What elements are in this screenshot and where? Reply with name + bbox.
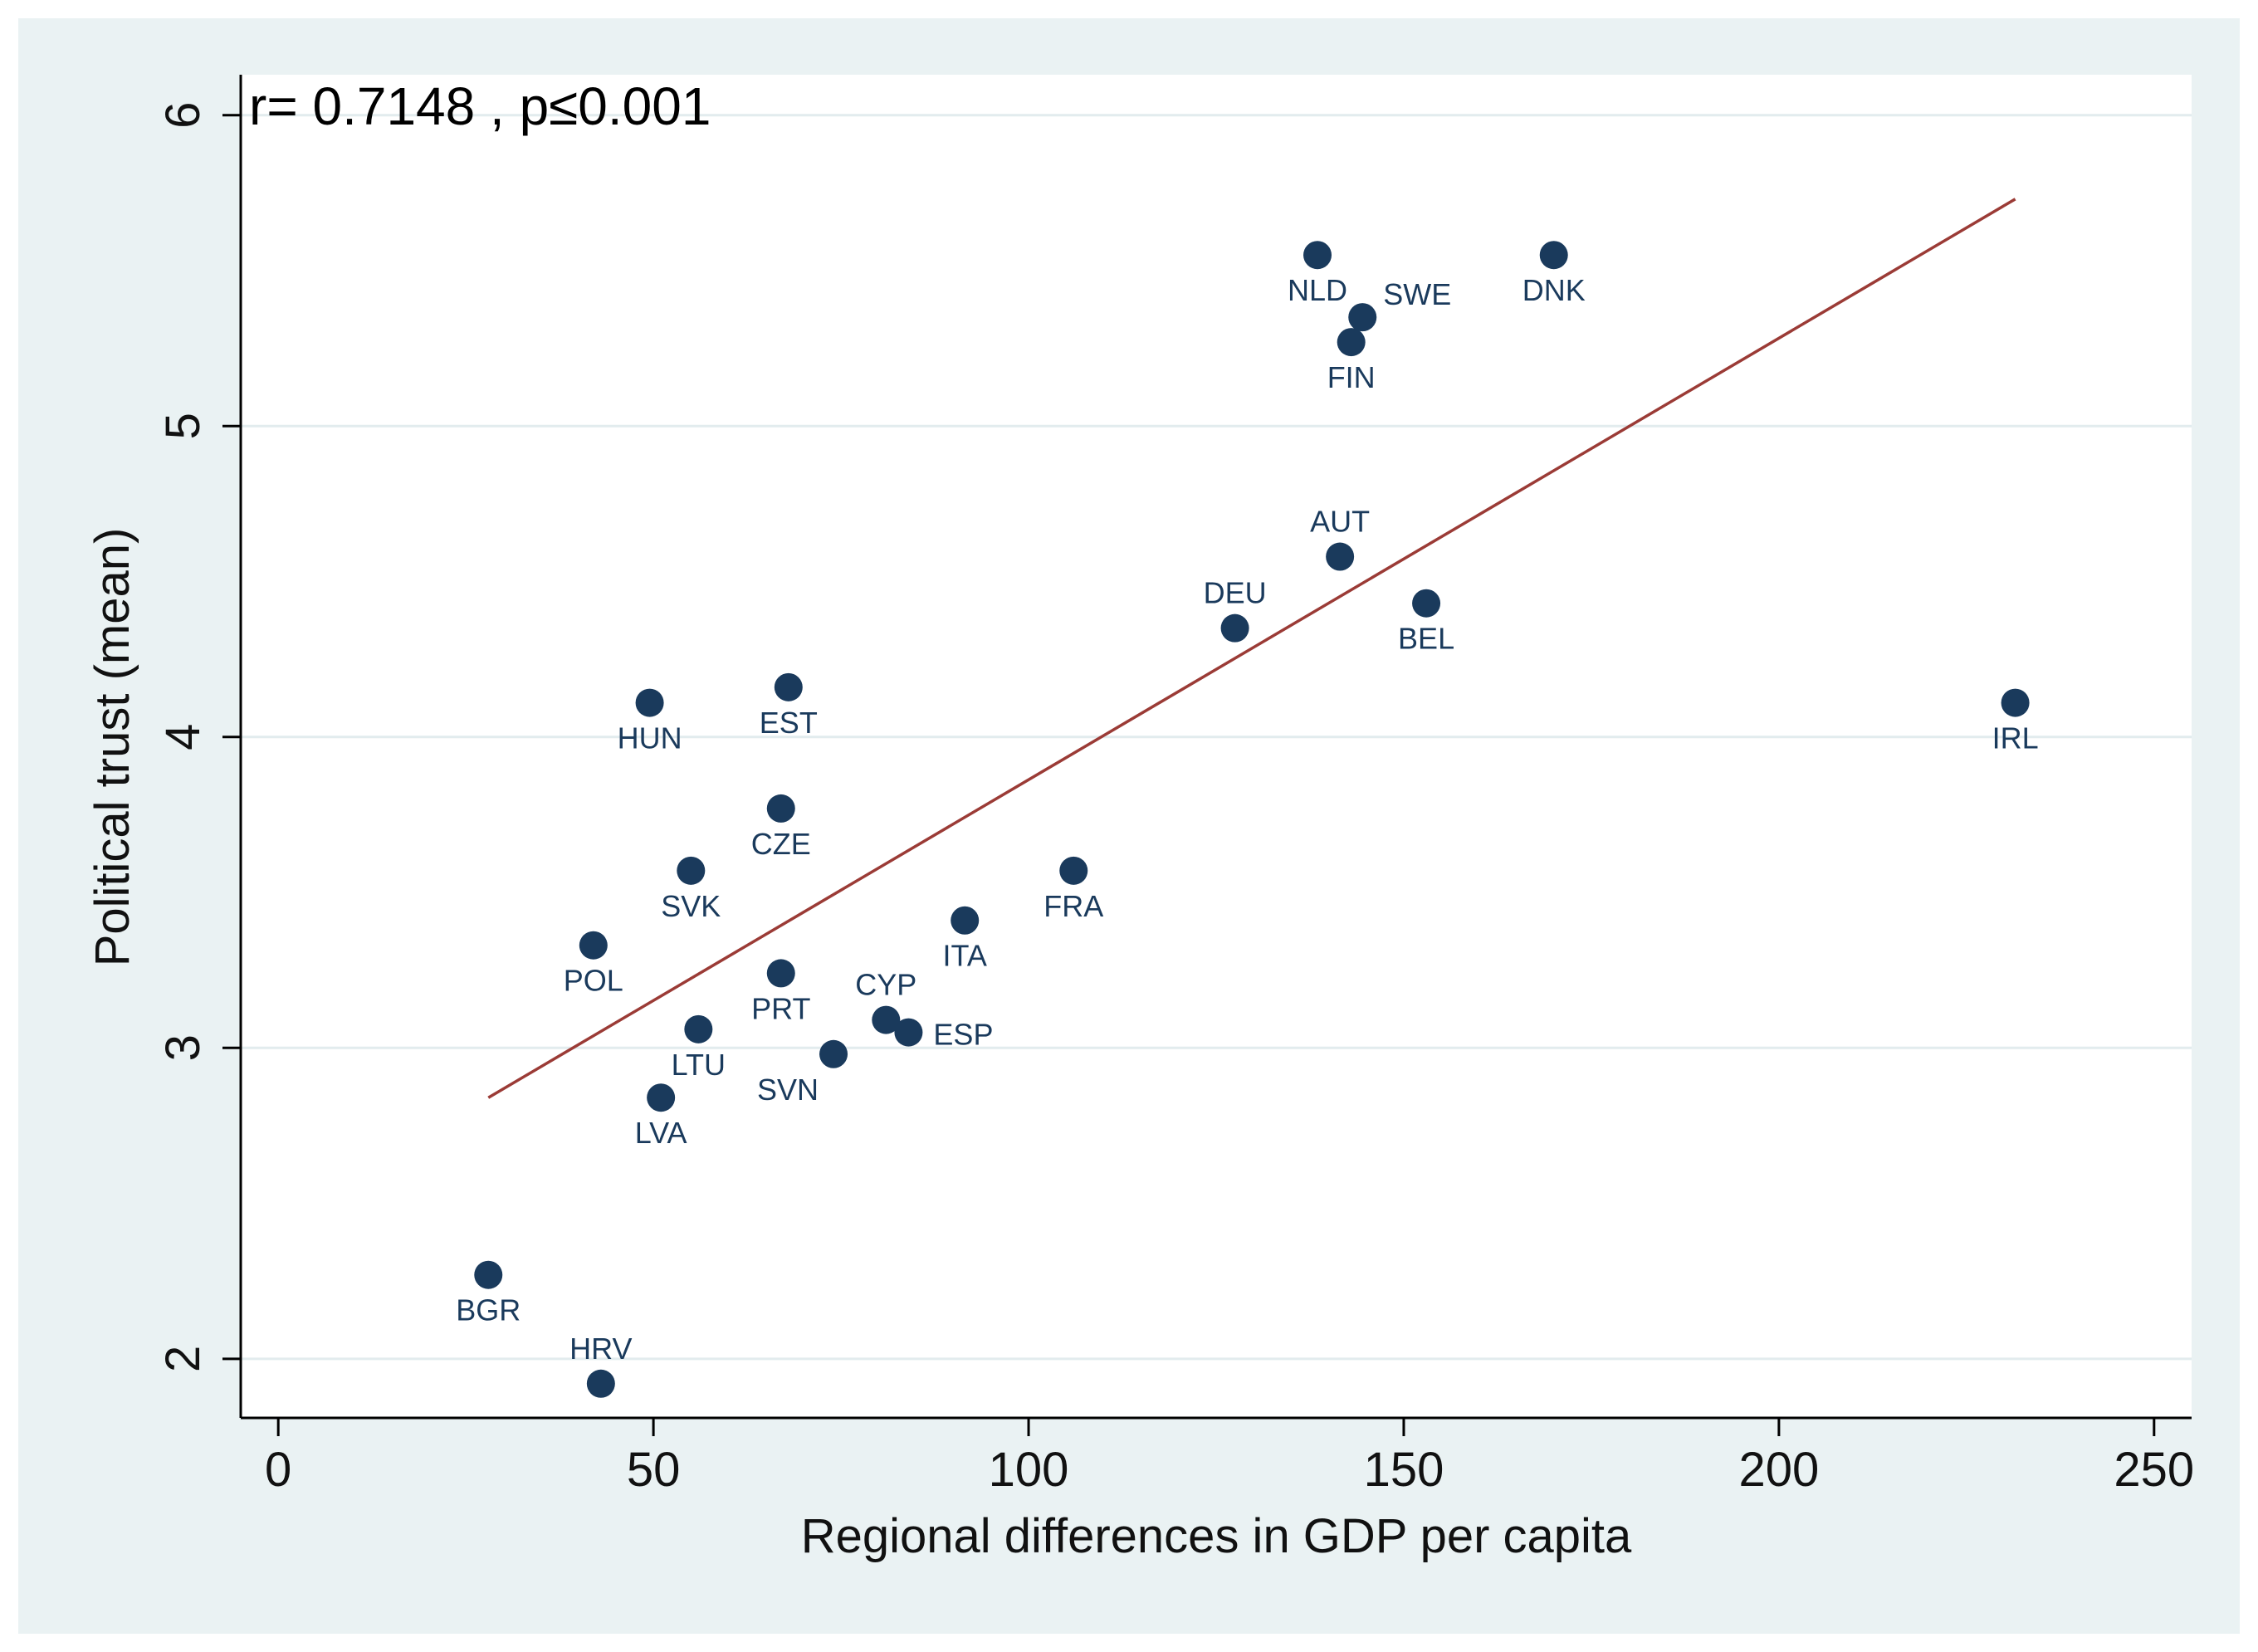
point-label-cyp: CYP [855,968,916,1002]
y-tick-label-2: 4 [156,724,210,750]
y-tick-label-1: 3 [156,1034,210,1061]
fitted-regression-line [487,198,2016,1099]
axes: 2 3 4 5 6 0 50 100 150 200 250 [156,75,2194,1497]
point-label-prt: PRT [751,991,810,1025]
point-label-irl: IRL [1992,721,2039,755]
y-tick-label-0: 2 [156,1346,210,1372]
point-label-dnk: DNK [1522,273,1586,307]
point-deu [1220,613,1249,643]
fit-line-group [487,198,2016,1099]
point-label-svk: SVK [661,889,721,923]
y-tick-label-4: 6 [156,102,210,129]
point-label-cze: CZE [751,827,811,861]
point-irl [2001,688,2030,717]
point-label-swe: SWE [1383,277,1451,311]
point-lva [647,1083,676,1112]
point-label-hrv: HRV [569,1332,632,1366]
x-tick-label-4: 200 [1738,1443,1819,1497]
x-tick-label-0: 0 [265,1443,291,1497]
point-esp [894,1018,923,1047]
point-bgr [474,1260,503,1289]
point-bel [1412,589,1441,618]
y-axis-label: Political trust (mean) [86,528,139,967]
point-label-esp: ESP [933,1018,993,1052]
point-pol [579,931,608,960]
point-hun [635,688,664,717]
gridlines [241,114,2192,1361]
point-label-bgr: BGR [456,1293,521,1327]
point-ita [951,906,980,935]
point-label-aut: AUT [1310,505,1370,539]
plot-area [241,75,2192,1418]
point-dnk [1539,241,1568,270]
point-label-bel: BEL [1398,622,1454,656]
correlation-annotation: r= 0.7148 , p≤0.001 [249,76,711,136]
point-label-svn: SVN [757,1073,819,1107]
point-label-deu: DEU [1204,576,1267,610]
point-fin [1337,328,1366,357]
data-points: NLD SWE FIN DNK AUT DEU BEL IRL HUN EST CZE SVK FRA I… [456,241,2039,1398]
point-aut [1326,542,1355,571]
x-tick-label-1: 50 [627,1443,681,1497]
point-svk [677,856,706,885]
point-label-hun: HUN [618,721,682,755]
point-svn [819,1039,848,1068]
y-tick-label-3: 5 [156,413,210,439]
point-hrv [586,1369,615,1398]
point-nld [1303,241,1332,270]
x-axis-label: Regional differences in GDP per capita [801,1509,1632,1563]
point-ltu [684,1014,713,1043]
point-label-pol: POL [564,964,623,998]
point-label-lva: LVA [635,1116,687,1150]
x-tick-label-5: 250 [2114,1443,2194,1497]
x-tick-label-3: 150 [1364,1443,1444,1497]
x-tick-label-2: 100 [989,1443,1069,1497]
point-cyp [872,1005,901,1034]
point-label-ltu: LTU [672,1048,726,1082]
point-label-nld: NLD [1288,273,1347,307]
point-label-fra: FRA [1043,889,1103,923]
point-label-fin: FIN [1327,360,1376,394]
point-est [774,672,803,701]
point-prt [766,959,795,988]
point-fra [1059,856,1088,885]
point-cze [766,794,795,823]
point-swe [1348,303,1377,332]
point-label-ita: ITA [943,939,987,973]
point-label-est: EST [760,706,818,740]
